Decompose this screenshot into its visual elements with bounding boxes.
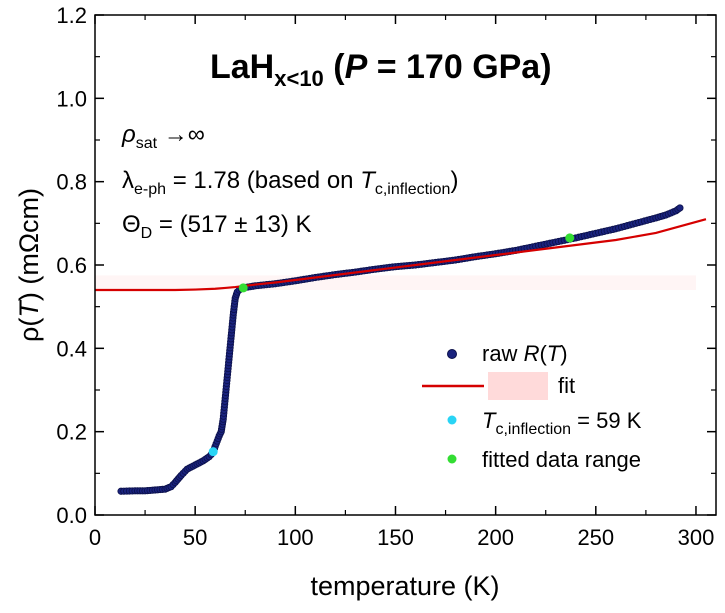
annotation-rho-sat: ρsat →∞ [121,121,205,152]
y-tick-label: 1.0 [56,86,87,111]
fitted-range-point [238,283,248,293]
special-points [208,233,575,457]
legend-fit-label: fit [558,373,575,398]
y-tick-label: 1.2 [56,3,87,28]
x-tick-label: 300 [678,525,715,550]
raw-data-point [676,204,684,212]
legend-raw-marker [447,349,457,359]
fit-line-group [95,218,707,292]
fit-confidence-band [95,275,696,290]
x-tick-label: 150 [377,525,414,550]
legend-fitted-range-marker [447,454,457,464]
legend-fit-band [488,372,548,400]
x-tick-label: 200 [477,525,514,550]
y-axis-ticks: 0.0 0.2 0.4 0.6 0.8 1.0 1.2 [56,3,716,528]
legend-inflection-label: Tc,inflection = 59 K [482,408,642,438]
y-axis-title: ρ(T) (mΩcm) [14,188,44,342]
y-tick-label: 0.8 [56,170,87,195]
x-tick-label: 50 [183,525,207,550]
fit-line [95,218,707,292]
y-tick-label: 0.0 [56,503,87,528]
x-axis-ticks: 0 50 100 150 200 250 300 [89,15,714,550]
title-rest: = 170 GPa) [367,48,551,86]
annotation-theta: ΘD = (517 ± 13) K [122,211,312,242]
fit-band [95,275,696,290]
x-tick-label: 100 [277,525,314,550]
inflection-point [208,447,218,457]
title-var: P [345,48,368,86]
y-tick-label: 0.2 [56,420,87,445]
legend-fitted-range-label: fitted data range [482,447,641,472]
title-open: ( [324,48,345,86]
fitted-range-point [565,233,575,243]
title-sub: x<10 [274,66,324,91]
legend-raw-label: raw R(T) [482,341,568,366]
y-tick-label: 0.4 [56,336,87,361]
y-tick-label: 0.6 [56,253,87,278]
x-axis-title: temperature (K) [310,571,499,601]
legend: raw R(T) fit Tc,inflection = 59 K fitted… [422,341,642,472]
x-tick-label: 0 [89,525,101,550]
legend-inflection-marker [447,415,457,425]
chart-title: LaHx<10 (P = 170 GPa) [210,48,552,91]
title-base: LaH [210,48,274,86]
x-tick-label: 250 [577,525,614,550]
annotation-lambda: λe-ph = 1.78 (based on Tc,inflection) [122,167,458,198]
